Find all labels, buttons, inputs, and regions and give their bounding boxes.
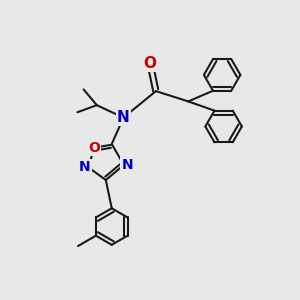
Text: O: O [88, 141, 100, 155]
Text: N: N [79, 160, 91, 174]
Text: N: N [122, 158, 133, 172]
Text: O: O [143, 56, 157, 70]
Text: N: N [117, 110, 130, 125]
